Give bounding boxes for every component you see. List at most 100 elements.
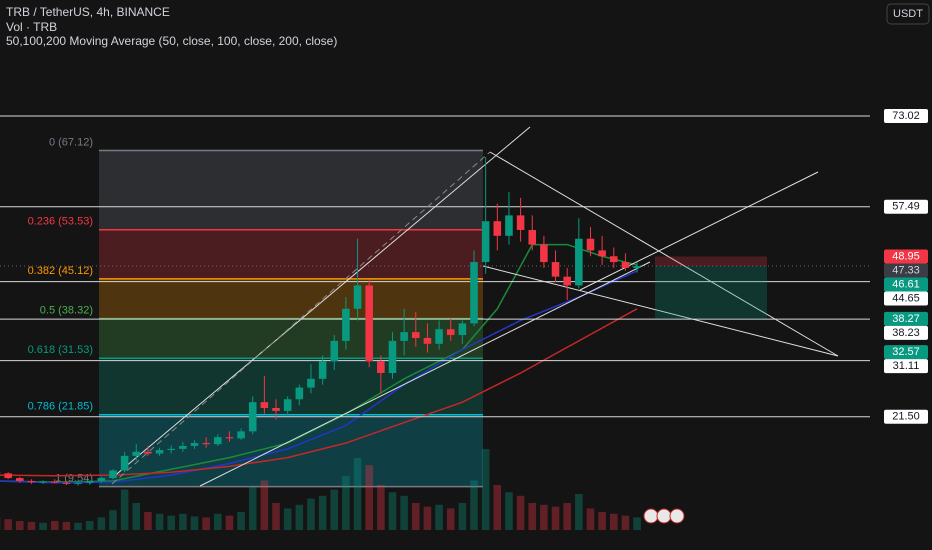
fib-zone — [99, 229, 483, 279]
candle-body — [586, 238, 595, 251]
candle-body — [260, 402, 269, 409]
candle-body — [167, 448, 175, 451]
candle-body — [283, 399, 292, 411]
fib-label: 0.786 (21.85) — [28, 401, 93, 413]
fib-zone — [99, 150, 483, 230]
volume-bar — [144, 512, 152, 530]
event-icon[interactable] — [656, 508, 672, 524]
price-label: 21.50 — [892, 411, 920, 423]
volume-bar — [132, 503, 141, 530]
volume-bar — [16, 521, 24, 530]
price-label-bg — [884, 409, 928, 424]
candle-body — [50, 481, 59, 483]
volume-bar — [353, 458, 362, 530]
price-label-bg — [884, 311, 928, 326]
volume-bar — [214, 513, 222, 530]
candle-body — [307, 378, 315, 388]
candle-body — [179, 445, 187, 449]
trend-line — [489, 151, 839, 357]
indicator-legend: 50,100,200 Moving Average (50, close, 10… — [6, 34, 337, 48]
candle-body — [388, 340, 397, 373]
volume-bar — [446, 508, 455, 530]
volume-bar — [85, 521, 94, 530]
position-tool — [655, 256, 767, 319]
price-label: 47.33 — [892, 264, 920, 276]
currency-button[interactable] — [886, 3, 930, 25]
volume-bar — [563, 503, 571, 530]
volume-bar — [377, 485, 385, 530]
symbol-title: TRB / TetherUS, 4h, BINANCE — [6, 5, 170, 19]
volume-bar — [179, 513, 187, 530]
volume-bar — [50, 521, 59, 530]
candle-body — [540, 244, 548, 263]
price-label-bg — [884, 325, 928, 340]
candle-body — [85, 480, 94, 483]
fib-label: 0.382 (45.12) — [28, 265, 93, 277]
volume-legend: Vol · TRB — [6, 20, 57, 34]
volume-bar — [400, 495, 408, 530]
candle-body — [505, 215, 513, 236]
volume-bar — [342, 476, 350, 530]
event-icon[interactable] — [643, 508, 659, 524]
position-target-zone — [655, 265, 767, 319]
volume-bar — [458, 503, 467, 530]
volume-bar — [260, 480, 269, 530]
price-label: 46.61 — [892, 278, 920, 290]
candle-body — [411, 332, 420, 338]
candle-body — [248, 402, 257, 432]
price-label-bg — [884, 263, 928, 278]
candle-body — [633, 265, 641, 268]
volume-bar — [190, 516, 199, 530]
volume-bar — [39, 522, 47, 530]
price-label-bg — [884, 277, 928, 292]
candle-body — [470, 262, 478, 324]
volume-bar — [330, 489, 339, 530]
price-label: 38.23 — [892, 327, 920, 339]
price-label: 48.95 — [892, 250, 920, 262]
volume-bar — [516, 495, 525, 530]
candle-body — [120, 455, 129, 471]
price-label-bg — [884, 345, 928, 360]
trend-line — [482, 265, 839, 357]
candle-body — [458, 323, 467, 336]
volume-bar — [237, 512, 245, 530]
volume-bar — [283, 508, 292, 530]
candle-body — [621, 262, 630, 268]
event-icons — [643, 508, 685, 524]
moving-average — [0, 243, 638, 483]
trend-line — [579, 171, 819, 291]
candle-body — [575, 238, 583, 286]
fib-zone — [99, 278, 483, 319]
volume-bar — [318, 495, 327, 530]
candle-body — [27, 480, 36, 483]
volume-bar — [493, 485, 502, 530]
volume-bar — [97, 517, 106, 530]
drawings — [111, 126, 839, 487]
candle-body — [74, 482, 82, 484]
volume-bar — [295, 504, 304, 530]
price-label: 31.11 — [893, 360, 920, 372]
candle-body — [377, 361, 385, 373]
candle-body — [342, 308, 350, 341]
volume-bar — [633, 517, 641, 530]
volume-bar — [307, 498, 315, 530]
volume-bar — [609, 513, 618, 530]
volume-bar — [272, 503, 280, 530]
event-icon[interactable] — [669, 508, 685, 524]
volume-bar — [551, 506, 560, 530]
candle-body — [435, 329, 443, 344]
fib-label: 0.236 (53.53) — [28, 216, 93, 228]
volume-bar — [598, 512, 606, 530]
candle-body — [295, 387, 304, 400]
candle-body — [423, 337, 432, 344]
currency-label: USDT — [893, 8, 923, 20]
fib-label: 0.618 (31.53) — [28, 344, 93, 356]
moving-average — [0, 270, 638, 484]
fib-label: 0.5 (38.32) — [40, 304, 93, 316]
candle-body — [446, 329, 455, 336]
candle-body — [97, 478, 106, 481]
candle-body — [132, 451, 141, 456]
candle-body — [155, 450, 164, 454]
volume-bar — [528, 503, 537, 530]
